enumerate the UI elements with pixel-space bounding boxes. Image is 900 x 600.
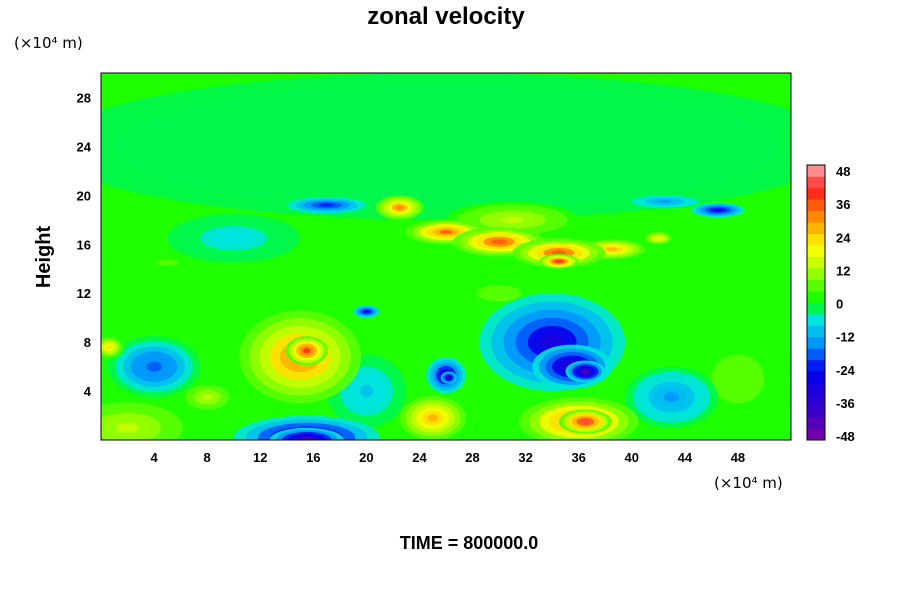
contour-feature [580,419,590,424]
colorbar-segment [807,199,825,212]
contour-feature [551,250,567,256]
contour-feature [427,414,439,422]
colorbar-segment [807,405,825,418]
colorbar-segment [807,336,825,349]
contour-feature [606,247,618,251]
colorbar-tick-label: 48 [836,164,850,179]
contour-feature [202,394,212,400]
contour-plot-area [100,72,792,441]
contour-feature [364,310,369,313]
contour-feature [729,370,747,387]
contour-feature [222,234,245,243]
contour-feature [582,369,589,374]
contour-feature [318,203,335,207]
colorbar-segment [807,233,825,246]
colorbar-tick-label: 24 [836,230,851,245]
time-label: TIME = 800000.0 [400,533,539,553]
y-tick-label: 16 [77,237,91,252]
plot-frame [100,72,792,441]
contour-feature [655,236,661,240]
contour-feature [501,216,524,223]
colorbar-segment [807,268,825,280]
contour-feature [488,289,511,298]
x-tick-label: 36 [571,450,585,465]
colorbar-segment [807,382,825,395]
x-tick-label: 20 [359,450,373,465]
colorbar-segment [807,313,825,326]
contour-feature [555,260,563,263]
x-axis-ticks: 4 8 12 16 20 24 28 32 36 40 44 48 [150,450,745,465]
colorbar-segment [807,417,825,429]
colorbar-tick-label: 0 [836,297,843,312]
y-tick-label: 24 [77,139,92,154]
colorbar-segment [807,428,825,441]
colorbar-segment [807,348,825,361]
y-axis-units: (×10⁴ m) [14,34,83,52]
contour-feature [395,205,404,210]
colorbar-segment [807,187,825,200]
contour-feature [303,348,311,354]
colorbar-segment [807,291,825,303]
contour-feature [491,239,507,245]
colorbar-tick-label: -48 [836,429,855,444]
colorbar-segment [807,371,825,384]
colorbar-segment [807,256,825,269]
colorbar-segment [807,359,825,372]
contour-feature [658,200,672,203]
contour-feature [439,229,453,235]
x-tick-label: 40 [625,450,639,465]
contour-feature [300,437,313,440]
contour-feature [663,392,680,403]
y-tick-label: 28 [77,90,91,105]
x-tick-label: 4 [150,450,158,465]
x-tick-label: 32 [518,450,532,465]
contour-feature [447,376,450,379]
contour-feature [713,208,723,212]
colorbar-tick-label: -12 [836,330,855,345]
y-tick-label: 8 [84,335,91,350]
x-axis-units: (×10⁴ m) [714,474,783,492]
contour-feature [116,422,139,433]
x-tick-label: 24 [412,450,427,465]
colorbar-tick-label: -36 [836,396,855,411]
colorbar-tick-label: 36 [836,197,850,212]
colorbar-tick-labels: 48 36 24 12 0 -12 -24 -36 -48 [836,164,856,444]
contour-feature [106,344,112,350]
contour-feature [146,361,162,372]
x-tick-label: 8 [204,450,211,465]
colorbar-segment [807,245,825,257]
x-tick-label: 28 [465,450,479,465]
chart-title: zonal velocity [367,3,525,30]
colorbar-tick-label: -24 [836,363,856,378]
colorbar-segment [807,302,825,315]
y-tick-label: 12 [77,286,91,301]
colorbar-frame [806,164,826,441]
colorbar-segment [807,210,825,223]
contour-feature [691,253,705,260]
contour-feature [156,259,179,266]
y-tick-label: 20 [77,188,91,203]
colorbar-segment [807,394,825,406]
x-tick-label: 48 [731,450,745,465]
colorbar-segment [807,279,825,292]
colorbar-segment [807,222,825,235]
x-tick-label: 16 [306,450,320,465]
y-axis-label: Height [33,226,55,289]
contour-feature [359,384,374,398]
y-axis-ticks: 4 8 12 16 20 24 28 [77,90,92,399]
colorbar-tick-label: 12 [836,263,850,278]
x-tick-label: 44 [678,450,693,465]
colorbar-segment [807,176,825,189]
contour-feature [379,134,513,159]
colorbar [806,164,826,441]
y-tick-label: 4 [84,384,92,399]
colorbar-segment [807,165,825,177]
colorbar-segment [807,325,825,338]
contour-field [101,73,791,440]
x-tick-label: 12 [253,450,267,465]
